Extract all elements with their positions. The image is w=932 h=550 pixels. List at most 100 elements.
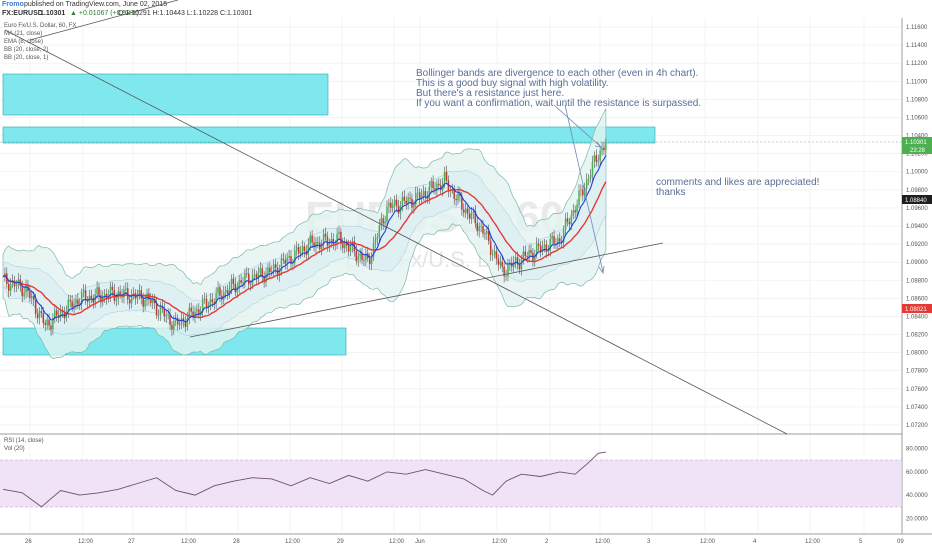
ema-badge: 1.08840 — [905, 198, 927, 204]
indicator-bb2[interactable]: BB (20, close, 1) — [4, 55, 49, 61]
candle-body — [530, 250, 532, 253]
candle-body — [424, 191, 427, 198]
candle-body — [495, 251, 498, 259]
candle-body — [104, 293, 106, 297]
candle-body — [436, 183, 438, 191]
candle-body — [541, 246, 544, 252]
price-axis: 1.11600 1.11400 1.11200 1.11000 1.10800 1.106… — [906, 25, 928, 429]
last-price-badge-bg — [902, 137, 932, 146]
rsi-band — [0, 460, 902, 507]
candle-body — [13, 280, 16, 287]
price-tick-label: 1.07200 — [906, 423, 928, 429]
author-name[interactable]: Fromo — [2, 1, 24, 8]
candle-body — [244, 273, 246, 283]
candle-body — [407, 197, 409, 204]
candle-body — [553, 235, 555, 244]
candle-body — [416, 192, 419, 194]
candle-body — [84, 290, 87, 300]
time-tick-label: 5 — [859, 539, 863, 545]
candle-body — [384, 221, 386, 224]
resistance-zone-current — [2, 126, 656, 144]
candle-body — [440, 185, 442, 191]
price-tick-label: 1.10400 — [906, 134, 928, 140]
candle-body — [482, 226, 484, 234]
candle-body — [109, 286, 112, 297]
comments-line-1: comments and likes are appreciated! — [656, 177, 819, 188]
candle-body — [522, 251, 525, 260]
candle-body — [488, 230, 490, 241]
annotation-line-2: This is a good buy signal with high vola… — [416, 78, 609, 89]
candle-body — [238, 279, 240, 288]
price-tick-label: 1.09600 — [906, 206, 928, 212]
candle-body — [128, 299, 131, 304]
candle-body — [570, 215, 573, 225]
indicator-ema[interactable]: EMA (8, close) — [4, 39, 44, 45]
candle-body — [432, 181, 434, 189]
time-tick-label: 12:00 — [285, 539, 301, 545]
candle-body — [543, 244, 546, 247]
candle-body — [528, 250, 530, 257]
candle-body — [386, 206, 388, 222]
last-price-badge: 1.10301 — [905, 140, 927, 146]
candle-body — [486, 230, 488, 234]
candle-body — [173, 321, 175, 330]
candle-body — [426, 197, 429, 199]
candle-body — [176, 318, 179, 325]
candle-body — [36, 313, 39, 319]
candle-body — [75, 299, 77, 304]
candle-body — [182, 318, 185, 322]
indicator-vol[interactable]: Vol (20) — [4, 446, 25, 452]
candle-body — [132, 293, 135, 295]
candle-body — [340, 231, 342, 244]
candle-body — [413, 204, 415, 208]
candle-body — [503, 266, 505, 277]
candle-body — [453, 190, 455, 199]
candle-body — [192, 311, 194, 318]
price-tick-label: 1.10600 — [906, 115, 928, 121]
candle-body — [240, 279, 242, 283]
candle-body — [57, 315, 60, 318]
candle-body — [397, 206, 400, 214]
candle-body — [63, 311, 66, 319]
candle-body — [175, 318, 177, 322]
candle-body — [92, 298, 94, 303]
candle-body — [420, 195, 423, 199]
candle-body — [205, 298, 208, 308]
indicator-bb1[interactable]: BB (20, close, 2) — [4, 47, 49, 53]
time-tick-label: 2 — [545, 539, 549, 545]
last-price: 1.10301 — [40, 10, 66, 17]
indicator-rsi[interactable]: RSI (14, close) — [4, 438, 44, 444]
candle-body — [184, 321, 187, 327]
indicator-title[interactable]: Euro Fx/U.S. Dollar, 60, FX — [4, 23, 77, 29]
indicator-ma[interactable]: MA (21, close) — [4, 31, 43, 37]
time-tick-label: 12:00 — [181, 539, 197, 545]
candle-body — [59, 310, 62, 318]
comments-line-2: thanks — [656, 187, 685, 198]
candle-body — [466, 208, 469, 214]
candle-body — [269, 267, 271, 273]
trendline-descending — [4, 29, 788, 435]
candle-body — [31, 296, 33, 299]
publish-info: published on TradingView.com, June 02, 2… — [24, 1, 168, 8]
symbol-label[interactable]: FX:EURUSD — [2, 10, 43, 17]
candle-body — [547, 251, 550, 252]
time-tick-label: 3 — [647, 539, 651, 545]
candle-body — [587, 178, 590, 180]
candle-body — [42, 312, 45, 324]
candle-body — [230, 278, 233, 289]
candle-body — [459, 192, 461, 197]
candlestick-series — [4, 138, 607, 337]
candle-body — [138, 290, 141, 296]
candle-body — [77, 299, 79, 305]
candle-body — [303, 246, 306, 252]
candle-body — [23, 292, 25, 297]
candle-body — [445, 171, 448, 181]
candle-body — [46, 319, 48, 325]
candle-body — [505, 275, 507, 277]
candle-body — [25, 284, 27, 293]
candle-body — [82, 290, 85, 293]
candle-body — [322, 233, 325, 245]
candle-body — [221, 295, 223, 300]
candle-body — [296, 247, 298, 251]
